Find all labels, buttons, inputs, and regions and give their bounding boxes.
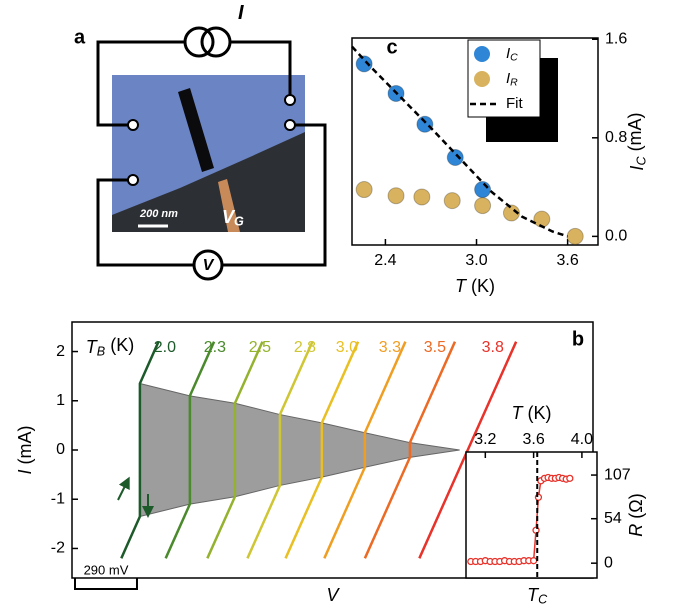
gate-label: VG: [222, 207, 244, 229]
y-tick-label: -1: [51, 490, 65, 507]
y-axis-label: R (Ω): [626, 493, 646, 536]
y-tick-label: -2: [51, 540, 65, 557]
series-label: 3.3: [379, 339, 401, 356]
series-label: 3.8: [482, 339, 504, 356]
wire: [230, 40, 292, 100]
point: [566, 227, 584, 245]
point: [474, 181, 492, 199]
y-tick-label: 0: [604, 554, 613, 571]
series-label: 3.5: [424, 339, 446, 356]
current-label: I: [238, 2, 244, 24]
marker: [566, 474, 574, 483]
x-axis-label: V: [326, 585, 340, 605]
current-source: [183, 26, 215, 58]
scale-label: 200 nm: [139, 208, 178, 220]
legend-label: IR: [506, 70, 518, 88]
point: [387, 187, 405, 205]
line: [363, 341, 457, 559]
wire: [96, 40, 184, 127]
point: [443, 192, 461, 210]
point: [446, 149, 464, 167]
y-tick-label: 0.8: [605, 129, 627, 146]
legend-label: IC: [506, 45, 518, 63]
y-axis-label: IC (mA): [625, 112, 649, 170]
contact: [284, 94, 296, 106]
y-axis-label: I (mA): [15, 425, 35, 474]
contact: [284, 119, 296, 131]
point: [355, 55, 373, 73]
scale-bar: [74, 578, 138, 590]
point: [355, 181, 373, 199]
point: [533, 210, 551, 228]
series-label: 3.0: [336, 339, 358, 356]
y-tick-label: 0: [56, 441, 65, 458]
y-tick-label: 2: [56, 343, 65, 360]
legend-marker: [474, 46, 490, 62]
point: [416, 115, 434, 133]
x-tick-label: 2.4: [374, 252, 396, 269]
x-axis-label: T (K): [455, 276, 495, 296]
sweep-arrow: [117, 476, 130, 501]
line: [120, 341, 160, 559]
x-tick-label: 3.0: [465, 252, 487, 269]
current-source: [200, 26, 232, 58]
line: [351, 45, 569, 238]
x-tick-label: 3.2: [474, 431, 496, 448]
panel-label: c: [386, 36, 397, 58]
legend-label: Fit: [506, 95, 523, 112]
voltmeter: [192, 249, 224, 281]
sem-film: [112, 75, 305, 215]
y-tick-label: 107: [604, 466, 631, 483]
x-tick-label: 3.6: [522, 431, 544, 448]
y-tick-label: 0.0: [605, 228, 627, 245]
line: [418, 341, 518, 559]
legend-marker: [474, 71, 490, 87]
point: [413, 188, 431, 206]
y-tick-label: 1.6: [605, 30, 627, 47]
contact: [127, 174, 139, 186]
scale-bar-label: 290 mV: [84, 562, 129, 577]
panel-label: a: [74, 26, 86, 48]
y-tick-label: 54: [604, 510, 622, 527]
band: [139, 382, 460, 518]
line: [206, 341, 264, 559]
x-axis-label: T (K): [512, 403, 552, 423]
x-tick-label: 4.0: [571, 431, 593, 448]
x-tick-label: 3.6: [557, 252, 579, 269]
contact: [127, 119, 139, 131]
series-label: 2.5: [249, 339, 271, 356]
sem-slot: [178, 88, 214, 172]
charts: 0.0 0.8 1.6 2.4 3.0 3.6 T (K) IC (mA) c IC IR Fit -2…: [15, 30, 649, 606]
voltmeter-label: V: [203, 257, 215, 274]
tc-label: TC: [527, 585, 548, 607]
series-label: 2.3: [204, 339, 226, 356]
line: [323, 341, 407, 559]
line: [246, 341, 314, 559]
panel-label: b: [572, 328, 584, 350]
y-tick-label: 1: [56, 392, 65, 409]
plot-frame: [465, 451, 598, 579]
schematic: 200 nm VG V a I: [74, 2, 327, 281]
wire: [96, 178, 194, 267]
series-label: 2.0: [154, 339, 176, 356]
point: [474, 197, 492, 215]
series-label: 2.8: [294, 339, 316, 356]
gate-electrode: [218, 179, 240, 232]
wire: [222, 123, 327, 267]
line: [164, 341, 216, 559]
line: [284, 341, 360, 559]
marker: [529, 557, 538, 565]
legend-title: TB (K): [86, 335, 134, 359]
point: [502, 204, 520, 222]
